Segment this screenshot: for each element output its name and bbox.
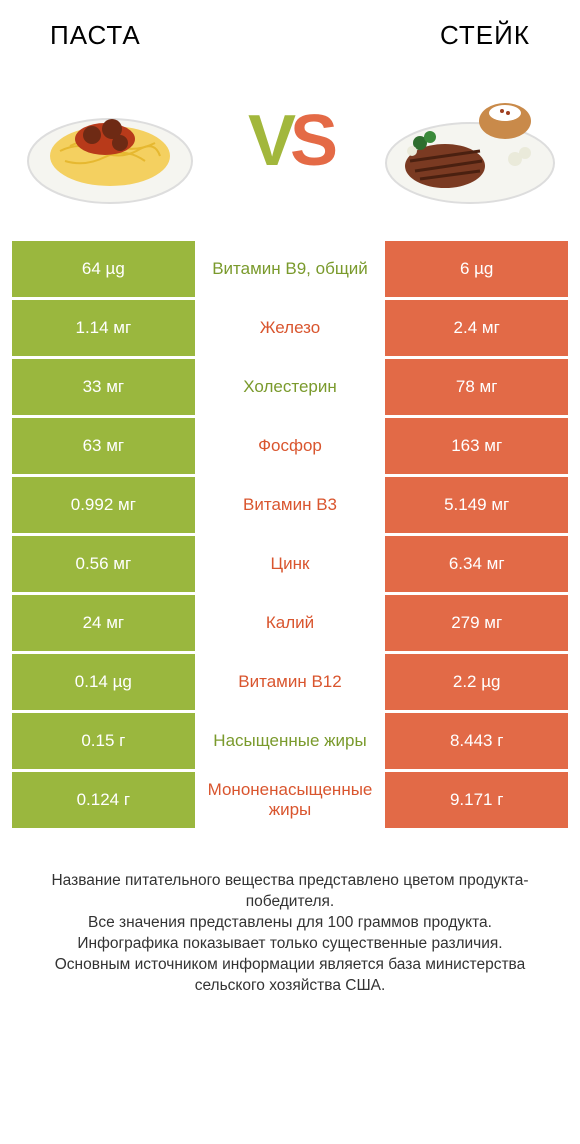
left-value: 1.14 мг (12, 300, 195, 356)
nutrient-label: Насыщенные жиры (195, 713, 386, 769)
left-value: 0.15 г (12, 713, 195, 769)
nutrient-label: Фосфор (195, 418, 386, 474)
right-value: 8.443 г (385, 713, 568, 769)
table-row: 0.14 µgВитамин B122.2 µg (12, 654, 568, 710)
left-value: 63 мг (12, 418, 195, 474)
nutrient-label: Витамин B3 (195, 477, 386, 533)
vs-v: V (248, 101, 290, 181)
right-value: 2.2 µg (385, 654, 568, 710)
left-value: 64 µg (12, 241, 195, 297)
header-row: ПАСТА СТЕЙК (0, 0, 580, 61)
nutrient-label: Холестерин (195, 359, 386, 415)
table-row: 0.56 мгЦинк6.34 мг (12, 536, 568, 592)
footer-note: Название питательного вещества представл… (0, 831, 580, 1017)
right-value: 9.171 г (385, 772, 568, 828)
nutrient-label: Витамин B12 (195, 654, 386, 710)
right-food-title: СТЕЙК (440, 20, 530, 51)
right-value: 163 мг (385, 418, 568, 474)
table-row: 0.992 мгВитамин B35.149 мг (12, 477, 568, 533)
images-row: VS (0, 61, 580, 241)
table-row: 64 µgВитамин B9, общий6 µg (12, 241, 568, 297)
left-value: 0.14 µg (12, 654, 195, 710)
steak-image (380, 71, 560, 211)
nutrient-label: Калий (195, 595, 386, 651)
table-row: 1.14 мгЖелезо2.4 мг (12, 300, 568, 356)
left-value: 0.56 мг (12, 536, 195, 592)
table-row: 0.15 гНасыщенные жиры8.443 г (12, 713, 568, 769)
right-value: 5.149 мг (385, 477, 568, 533)
right-value: 6 µg (385, 241, 568, 297)
nutrient-label: Мононенасыщенные жиры (195, 772, 386, 828)
vs-label: VS (248, 100, 332, 182)
left-food-title: ПАСТА (50, 20, 141, 51)
nutrition-table: 64 µgВитамин B9, общий6 µg1.14 мгЖелезо2… (0, 241, 580, 831)
left-value: 0.992 мг (12, 477, 195, 533)
table-row: 63 мгФосфор163 мг (12, 418, 568, 474)
left-value: 24 мг (12, 595, 195, 651)
nutrient-label: Витамин B9, общий (195, 241, 386, 297)
table-row: 0.124 гМононенасыщенные жиры9.171 г (12, 772, 568, 828)
left-value: 33 мг (12, 359, 195, 415)
right-value: 279 мг (385, 595, 568, 651)
right-value: 2.4 мг (385, 300, 568, 356)
right-value: 6.34 мг (385, 536, 568, 592)
right-value: 78 мг (385, 359, 568, 415)
nutrient-label: Цинк (195, 536, 386, 592)
pasta-image (20, 71, 200, 211)
vs-s: S (290, 101, 332, 181)
infographic-container: ПАСТА СТЕЙК VS (0, 0, 580, 1144)
table-row: 33 мгХолестерин78 мг (12, 359, 568, 415)
nutrient-label: Железо (195, 300, 386, 356)
table-row: 24 мгКалий279 мг (12, 595, 568, 651)
left-value: 0.124 г (12, 772, 195, 828)
